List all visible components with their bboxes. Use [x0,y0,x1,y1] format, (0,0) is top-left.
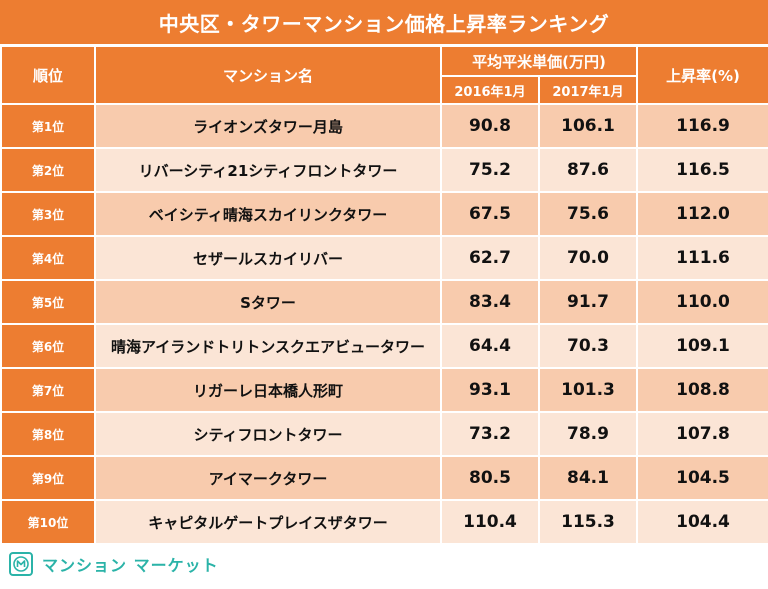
table-row: 第2位 リバーシティ21シティフロントタワー 75.2 87.6 116.5 [0,147,768,193]
price-2016-cell: 80.5 [440,455,540,501]
rate-cell: 116.9 [636,103,768,149]
footer-brand: マンション マーケット [8,549,219,579]
price-2017-cell: 75.6 [538,191,638,237]
header-rank: 順位 [0,45,96,105]
table-row: 第10位 キャピタルゲートプレイスザタワー 110.4 115.3 104.4 [0,499,768,545]
rank-cell: 第4位 [0,235,96,281]
page-title: 中央区・タワーマンション価格上昇率ランキング [0,0,768,44]
rate-cell: 107.8 [636,411,768,457]
mansion-name-cell: リバーシティ21シティフロントタワー [94,147,442,193]
rate-cell: 108.8 [636,367,768,413]
brand-name: マンション マーケット [42,556,219,575]
mansion-name-cell: リガーレ日本橋人形町 [94,367,442,413]
mansion-name-cell: ベイシティ晴海スカイリンクタワー [94,191,442,237]
price-2016-cell: 64.4 [440,323,540,369]
rank-cell: 第10位 [0,499,96,545]
table-row: 第4位 セザールスカイリバー 62.7 70.0 111.6 [0,235,768,281]
rate-cell: 104.5 [636,455,768,501]
price-2016-cell: 67.5 [440,191,540,237]
rate-cell: 111.6 [636,235,768,281]
mansion-name-cell: キャピタルゲートプレイスザタワー [94,499,442,545]
rank-cell: 第3位 [0,191,96,237]
price-2017-cell: 115.3 [538,499,638,545]
price-2016-cell: 73.2 [440,411,540,457]
header-price-group: 平均平米単価(万円) [440,45,638,77]
price-2016-cell: 93.1 [440,367,540,413]
header-name: マンション名 [94,45,442,105]
mansion-name-cell: ライオンズタワー月島 [94,103,442,149]
price-2016-cell: 83.4 [440,279,540,325]
price-2016-cell: 110.4 [440,499,540,545]
table-row: 第9位 アイマークタワー 80.5 84.1 104.5 [0,455,768,501]
rank-cell: 第8位 [0,411,96,457]
header-year-2017: 2017年1月 [538,75,638,105]
rate-cell: 112.0 [636,191,768,237]
price-2017-cell: 87.6 [538,147,638,193]
price-2016-cell: 90.8 [440,103,540,149]
mansion-market-logo-icon [9,552,33,576]
mansion-name-cell: アイマークタワー [94,455,442,501]
table-row: 第6位 晴海アイランドトリトンスクエアビュータワー 64.4 70.3 109.1 [0,323,768,369]
rank-cell: 第6位 [0,323,96,369]
price-2017-cell: 78.9 [538,411,638,457]
ranking-table: 順位 マンション名 平均平米単価(万円) 上昇率(%) 2016年1月 2017… [0,45,768,545]
mansion-name-cell: 晴海アイランドトリトンスクエアビュータワー [94,323,442,369]
price-2016-cell: 62.7 [440,235,540,281]
price-2017-cell: 101.3 [538,367,638,413]
rank-cell: 第7位 [0,367,96,413]
table-row: 第8位 シティフロントタワー 73.2 78.9 107.8 [0,411,768,457]
price-2017-cell: 106.1 [538,103,638,149]
price-2017-cell: 84.1 [538,455,638,501]
mansion-name-cell: Sタワー [94,279,442,325]
price-2016-cell: 75.2 [440,147,540,193]
mansion-name-cell: セザールスカイリバー [94,235,442,281]
table-row: 第1位 ライオンズタワー月島 90.8 106.1 116.9 [0,103,768,149]
rate-cell: 104.4 [636,499,768,545]
rank-cell: 第5位 [0,279,96,325]
price-2017-cell: 70.3 [538,323,638,369]
header-year-2016: 2016年1月 [440,75,540,105]
price-2017-cell: 70.0 [538,235,638,281]
price-2017-cell: 91.7 [538,279,638,325]
mansion-name-cell: シティフロントタワー [94,411,442,457]
table-row: 第3位 ベイシティ晴海スカイリンクタワー 67.5 75.6 112.0 [0,191,768,237]
rate-cell: 109.1 [636,323,768,369]
table-row: 第5位 Sタワー 83.4 91.7 110.0 [0,279,768,325]
rate-cell: 110.0 [636,279,768,325]
header-rate: 上昇率(%) [636,45,768,105]
table-row: 第7位 リガーレ日本橋人形町 93.1 101.3 108.8 [0,367,768,413]
rank-cell: 第1位 [0,103,96,149]
rate-cell: 116.5 [636,147,768,193]
rank-cell: 第2位 [0,147,96,193]
rank-cell: 第9位 [0,455,96,501]
